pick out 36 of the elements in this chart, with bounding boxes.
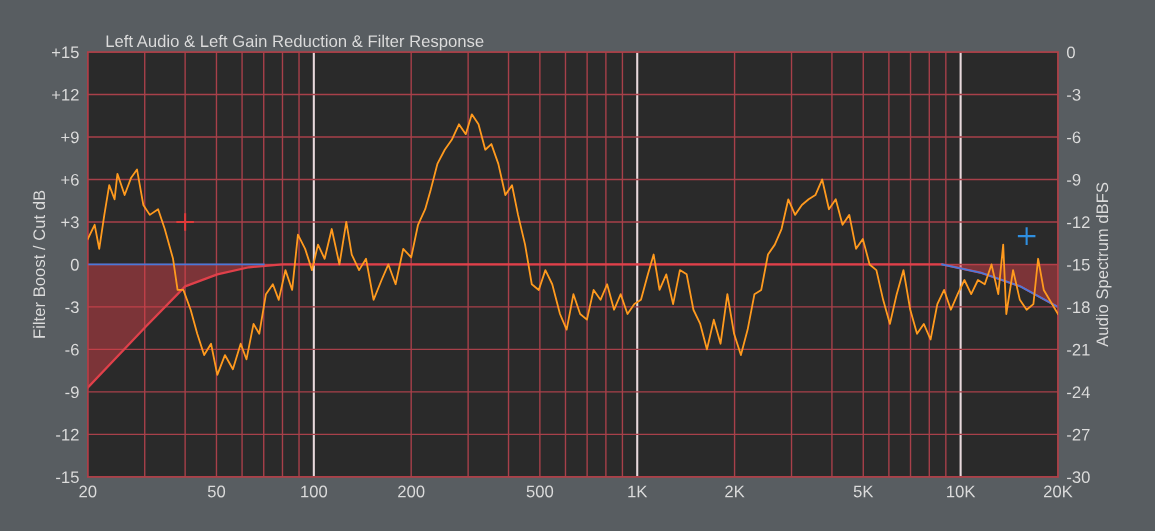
y-tick-label: +15	[51, 46, 79, 59]
y2-tick-label: -18	[1067, 301, 1090, 314]
chart-title: Left Audio & Left Gain Reduction & Filter Response	[106, 34, 484, 51]
y2-tick-label: -30	[1067, 471, 1090, 484]
x-tick-label: 2K	[725, 485, 745, 498]
y-tick-label: -12	[56, 428, 79, 441]
y2-tick-label: -9	[1067, 173, 1081, 186]
y-tick-label: +9	[61, 131, 79, 144]
x-tick-label: 10K	[947, 485, 976, 498]
x-tick-label: 20K	[1043, 485, 1073, 498]
x-tick-label: 20	[79, 485, 97, 498]
y-tick-label: +3	[61, 216, 79, 229]
y2-tick-label: -12	[1067, 216, 1090, 228]
x-tick-label: 100	[301, 485, 328, 498]
y2-tick-label: -24	[1067, 386, 1090, 398]
x-tick-label: 50	[207, 485, 226, 498]
y2-tick-label: -6	[1067, 131, 1081, 144]
y2-tick-label: -21	[1067, 343, 1090, 356]
x-tick-label: 500	[526, 485, 554, 498]
y2-tick-label: -27	[1067, 428, 1090, 441]
y-tick-label: +6	[61, 173, 79, 186]
y-tick-label: -6	[65, 343, 79, 356]
y-tick-label: -9	[65, 386, 79, 399]
y2-axis-title: Audio Spectrum dBFS	[1095, 182, 1112, 347]
y-tick-label: -15	[56, 471, 79, 484]
y-axis-title: Filter Boost / Cut dB	[32, 190, 46, 338]
line-series	[941, 263, 1058, 308]
x-tick-label: 5K	[853, 485, 874, 498]
x-tick-label: 200	[398, 485, 425, 498]
y-tick-label: +12	[51, 88, 79, 101]
y-tick-label: 0	[70, 258, 79, 271]
y2-tick-label: 0	[1066, 46, 1075, 59]
y2-tick-label: -3	[1067, 88, 1081, 101]
y-tick-label: -3	[65, 301, 79, 314]
y2-tick-label: -15	[1067, 259, 1090, 271]
x-tick-label: 1K	[628, 485, 648, 498]
